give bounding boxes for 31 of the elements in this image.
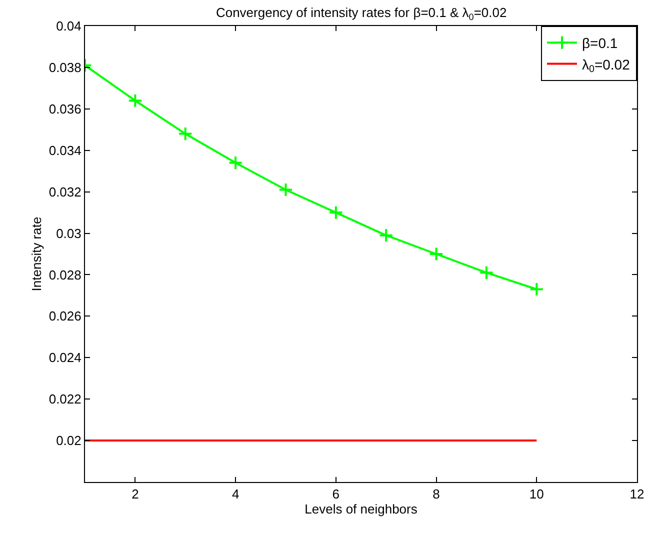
point: [378, 228, 394, 243]
y-tick-label: 0.02: [56, 433, 82, 448]
y-tick-label: 0.036: [48, 101, 82, 116]
y-axis-title: Intensity rate: [28, 216, 44, 292]
y-tick-label: 0.034: [48, 142, 82, 158]
y-tick-label: 0.028: [48, 267, 82, 282]
point: [228, 156, 243, 170]
y-tick-label: 0.022: [48, 392, 82, 407]
y-tick-label: 0.024: [48, 350, 82, 366]
point: [328, 205, 344, 220]
point: [529, 282, 544, 297]
point: [479, 265, 494, 280]
point: [178, 126, 193, 142]
point: [278, 182, 294, 198]
y-tick-label: 0.04: [56, 18, 82, 34]
legend-label: β=0.1: [582, 35, 618, 52]
x-tick-label: 8: [432, 486, 440, 502]
x-tick-label: 12: [630, 486, 644, 502]
x-tick-label: 4: [232, 486, 240, 502]
chart-title: Convergency of intensity rates for β=0.1 & λ$_{0}$=0.02: [216, 5, 507, 22]
x-tick-label: 6: [332, 486, 340, 502]
point: [128, 93, 142, 108]
y-tick-label: 0.026: [48, 308, 82, 324]
x-axis-title: Levels of neighbors: [304, 502, 418, 517]
x-tick-label: 2: [132, 486, 139, 502]
legend-label: λ$_{0}$=0.02: [582, 56, 630, 76]
y-tick-label: 0.038: [48, 60, 82, 75]
y-tick-label: 0.032: [48, 184, 82, 200]
y-tick-label: 0.03: [56, 226, 82, 241]
point: [428, 246, 444, 262]
x-tick-label: 10: [529, 486, 544, 502]
